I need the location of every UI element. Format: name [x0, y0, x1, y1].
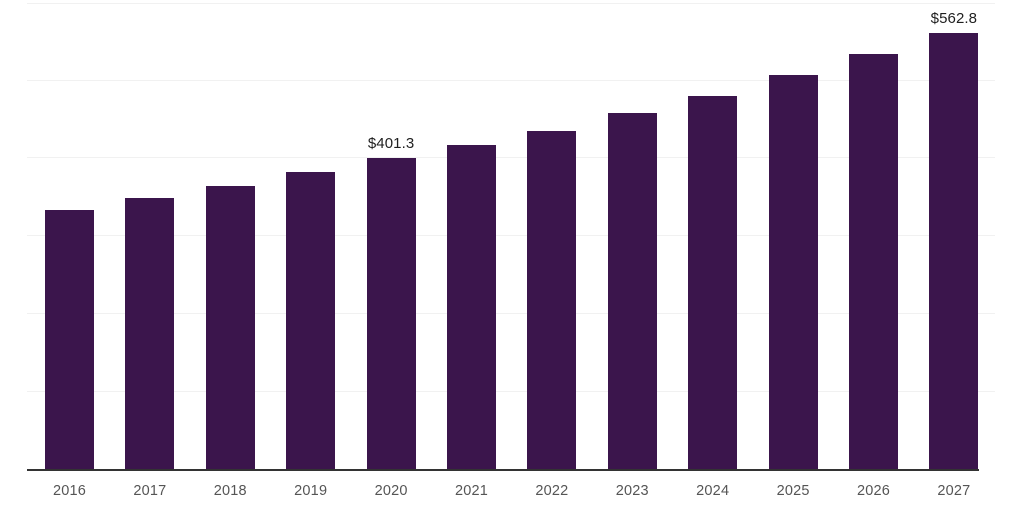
bar-group-2022[interactable] [527, 0, 577, 470]
gridline [27, 313, 995, 314]
bar-2021[interactable] [447, 145, 496, 470]
x-tick-2027: 2027 [937, 483, 971, 499]
bar-group-2026[interactable] [849, 0, 898, 470]
bar-2026[interactable] [849, 54, 898, 470]
x-tick-2023: 2023 [615, 483, 649, 499]
bar-2024[interactable] [688, 95, 738, 470]
x-tick-2019: 2019 [294, 483, 328, 499]
bar-2023[interactable] [607, 113, 657, 470]
x-tick-2026: 2026 [856, 483, 891, 499]
bar-group-2016[interactable] [45, 0, 94, 470]
x-tick-2022: 2022 [535, 483, 569, 499]
bar-2027[interactable] [929, 32, 979, 470]
bar-group-2025[interactable] [768, 0, 818, 470]
bar-2018[interactable] [205, 186, 255, 470]
bar-group-2020[interactable]: $401.3 [366, 0, 416, 470]
bar-group-2021[interactable] [447, 0, 496, 470]
x-axis-tick-labels: 2016 2017 2018 2019 2020 2021 2022 2023 2024 2025… [27, 478, 995, 512]
bar-group-2019[interactable] [286, 0, 336, 470]
bar-group-2018[interactable] [205, 0, 255, 470]
gridline [27, 80, 995, 81]
x-tick-2020: 2020 [374, 483, 408, 499]
bar-group-2023[interactable] [607, 0, 657, 470]
bar-2022[interactable] [527, 130, 577, 470]
bar-group-2027[interactable]: $562.8 [929, 0, 979, 470]
gridline [27, 391, 995, 392]
gridline [27, 157, 995, 158]
bars-layer: $401.3 $562.8 [27, 0, 995, 471]
gridline [27, 235, 995, 236]
bar-value-label-2027: $562.8 [930, 9, 978, 27]
x-tick-2025: 2025 [776, 483, 810, 499]
x-tick-2021: 2021 [454, 483, 489, 499]
bar-group-2024[interactable] [688, 0, 738, 470]
plot-area: $401.3 $562.8 [27, 0, 995, 471]
x-tick-2024: 2024 [696, 483, 730, 499]
bar-2025[interactable] [768, 75, 818, 470]
x-tick-2018: 2018 [213, 483, 247, 499]
gridline [27, 3, 995, 4]
bar-group-2017[interactable] [125, 0, 175, 470]
x-tick-2016: 2016 [52, 483, 87, 499]
x-tick-2017: 2017 [133, 483, 167, 499]
bar-2020[interactable] [366, 158, 416, 470]
bar-2019[interactable] [286, 172, 336, 470]
bar-2016[interactable] [45, 209, 94, 470]
bar-2017[interactable] [125, 197, 175, 470]
bar-value-label-2020: $401.3 [367, 135, 415, 153]
x-axis-line [27, 469, 979, 471]
